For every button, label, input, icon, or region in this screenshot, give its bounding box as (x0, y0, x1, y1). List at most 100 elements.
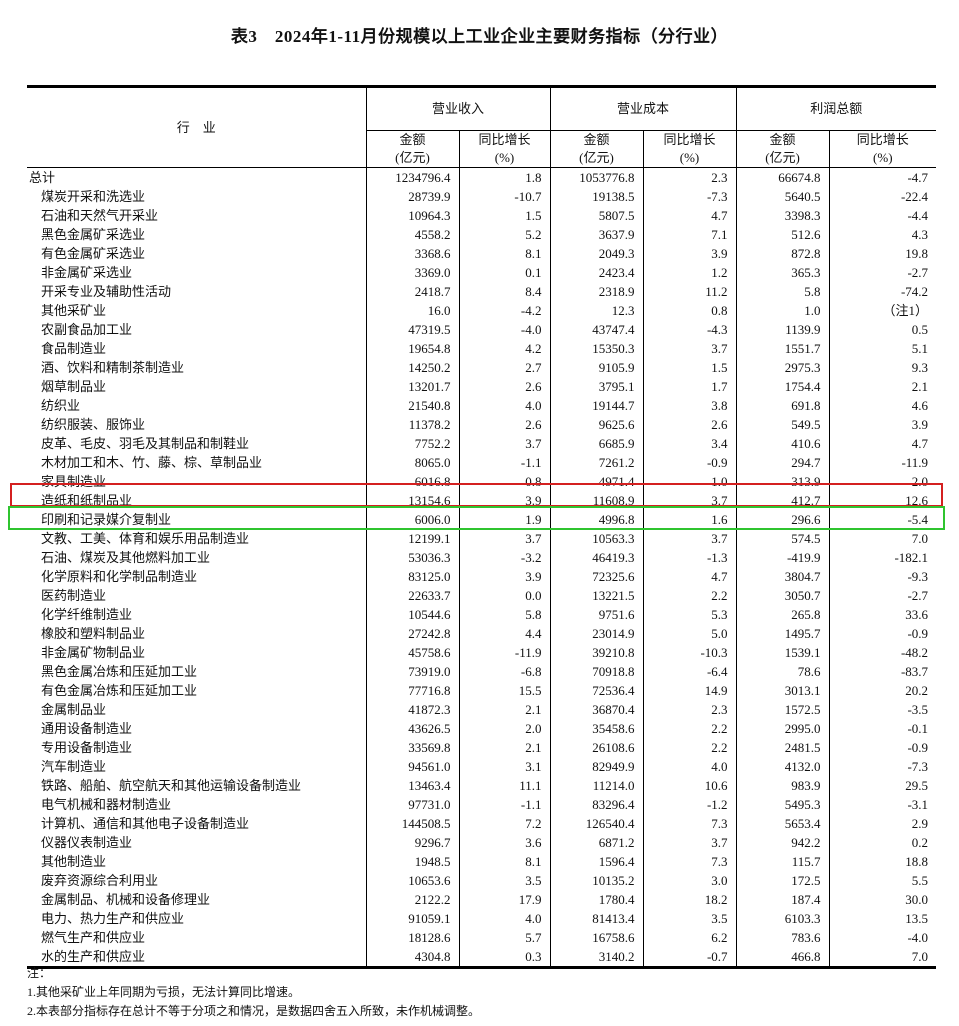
profit-growth: 4.7 (828, 434, 937, 453)
profit-amount: 1495.7 (735, 624, 830, 643)
table-row: 纺织业 21540.8 4.0 19144.7 3.8 691.8 4.6 (27, 396, 937, 415)
revenue-amount: 10653.6 (365, 871, 459, 890)
revenue-growth: 1.8 (458, 167, 551, 187)
table-row: 非金属矿采选业 3369.0 0.1 2423.4 1.2 365.3 -2.7 (27, 263, 937, 282)
profit-amount: 549.5 (735, 415, 830, 434)
profit-amount: 3804.7 (735, 567, 830, 586)
industry-name: 铁路、船舶、航空航天和其他运输设备制造业 (41, 778, 302, 793)
revenue-amount: 2418.7 (365, 282, 459, 301)
cost-growth: 7.3 (642, 852, 737, 871)
cost-amount: 16758.6 (549, 928, 644, 947)
cost-amount: 10135.2 (549, 871, 644, 890)
cost-growth: 4.0 (642, 757, 737, 776)
cost-growth: 3.8 (642, 396, 737, 415)
industry-name: 计算机、通信和其他电子设备制造业 (41, 816, 250, 831)
table-row: 烟草制品业 13201.7 2.6 3795.1 1.7 1754.4 2.1 (27, 377, 937, 396)
revenue-growth: 2.7 (458, 358, 551, 377)
revenue-growth: 11.1 (458, 776, 551, 795)
cost-amount: 70918.8 (549, 662, 644, 681)
cost-amount: 6871.2 (549, 833, 644, 852)
industry-name: 食品制造业 (41, 341, 107, 356)
cost-amount: 12.3 (549, 301, 644, 320)
revenue-growth: 4.0 (458, 909, 551, 928)
revenue-growth: 2.0 (458, 719, 551, 738)
cost-growth: 2.3 (642, 167, 737, 187)
profit-growth: 2.0 (828, 472, 937, 491)
profit-amount: 466.8 (735, 947, 830, 968)
revenue-growth: 2.1 (458, 700, 551, 719)
cost-amount: 10563.3 (549, 529, 644, 548)
cost-growth: 3.7 (642, 339, 737, 358)
profit-amount: 66674.8 (735, 167, 830, 187)
cost-amount: 23014.9 (549, 624, 644, 643)
revenue-amount: 2122.2 (365, 890, 459, 909)
profit-amount: 265.8 (735, 605, 830, 624)
industry-name: 仪器仪表制造业 (41, 835, 133, 850)
profit-growth: 4.3 (828, 225, 937, 244)
profit-amount: 2481.5 (735, 738, 830, 757)
revenue-amount: 47319.5 (365, 320, 459, 339)
table-row: 黑色金属矿采选业 4558.2 5.2 3637.9 7.1 512.6 4.3 (27, 225, 937, 244)
cost-growth: 1.0 (642, 472, 737, 491)
profit-growth: -7.3 (828, 757, 937, 776)
revenue-growth: 8.4 (458, 282, 551, 301)
table-row: 电气机械和器材制造业 97731.0 -1.1 83296.4 -1.2 5495.3 -3… (27, 795, 937, 814)
profit-growth: 5.1 (828, 339, 937, 358)
cost-growth: 18.2 (642, 890, 737, 909)
profit-amount: 942.2 (735, 833, 830, 852)
table-row: 皮革、毛皮、羽毛及其制品和制鞋业 7752.2 3.7 6685.9 3.4 410.6 4… (27, 434, 937, 453)
industry-header: 行 业 (27, 86, 366, 168)
cost-amount: 5807.5 (549, 206, 644, 225)
cost-growth: 10.6 (642, 776, 737, 795)
profit-growth: 19.8 (828, 244, 937, 263)
industry-name: 其他制造业 (41, 854, 107, 869)
table-row: 家具制造业 6016.8 0.8 4971.4 1.0 313.9 2.0 (27, 472, 937, 491)
profit-amount: 1551.7 (735, 339, 830, 358)
revenue-growth: 5.7 (458, 928, 551, 947)
industry-name: 化学原料和化学制品制造业 (41, 569, 198, 584)
table-row: 纺织服装、服饰业 11378.2 2.6 9625.6 2.6 549.5 3.9 (27, 415, 937, 434)
profit-growth: 20.2 (828, 681, 937, 700)
revenue-growth: 15.5 (458, 681, 551, 700)
industry-name: 家具制造业 (41, 474, 107, 489)
table-row: 汽车制造业 94561.0 3.1 82949.9 4.0 4132.0 -7.3 (27, 757, 937, 776)
revenue-amount: 97731.0 (365, 795, 459, 814)
revenue-growth: -6.8 (458, 662, 551, 681)
cost-growth: 4.7 (642, 567, 737, 586)
revenue-amount: 33569.8 (365, 738, 459, 757)
table-title: 表3 2024年1-11月份规模以上工业企业主要财务指标（分行业） (230, 27, 729, 46)
cost-growth: 3.5 (642, 909, 737, 928)
profit-amount: 115.7 (735, 852, 830, 871)
industry-name: 专用设备制造业 (41, 740, 133, 755)
revenue-amount: 16.0 (365, 301, 459, 320)
industry-name: 黑色金属矿采选业 (41, 227, 146, 242)
revenue-header: 营业收入 (365, 86, 551, 131)
profit-amount: 783.6 (735, 928, 830, 947)
revenue-amount: 9296.7 (365, 833, 459, 852)
cost-growth: -0.7 (642, 947, 737, 968)
revenue-growth: 1.9 (458, 510, 551, 529)
growth-header: 同比增长 (%) (458, 130, 551, 168)
table-row: 计算机、通信和其他电子设备制造业 144508.5 7.2 126540.4 7.3 56… (27, 814, 937, 833)
revenue-growth: -1.1 (458, 453, 551, 472)
revenue-growth: 2.6 (458, 377, 551, 396)
revenue-growth: 4.2 (458, 339, 551, 358)
industry-name: 木材加工和木、竹、藤、棕、草制品业 (41, 455, 263, 470)
revenue-amount: 1234796.4 (365, 167, 459, 187)
revenue-growth: 8.1 (458, 852, 551, 871)
growth-header-unit: (%) (873, 150, 893, 165)
cost-amount: 1053776.8 (549, 167, 644, 187)
industry-name: 汽车制造业 (41, 759, 107, 774)
profit-amount: 6103.3 (735, 909, 830, 928)
profit-growth: -0.9 (828, 738, 937, 757)
revenue-amount: 3368.6 (365, 244, 459, 263)
industry-name: 酒、饮料和精制茶制造业 (41, 360, 185, 375)
profit-growth: 7.0 (828, 529, 937, 548)
profit-amount: 1754.4 (735, 377, 830, 396)
cost-growth: 1.2 (642, 263, 737, 282)
profit-growth: -2.7 (828, 263, 937, 282)
revenue-amount: 41872.3 (365, 700, 459, 719)
industry-name: 通用设备制造业 (41, 721, 133, 736)
revenue-growth: -4.0 (458, 320, 551, 339)
growth-header-label: 同比增长 (478, 132, 531, 147)
